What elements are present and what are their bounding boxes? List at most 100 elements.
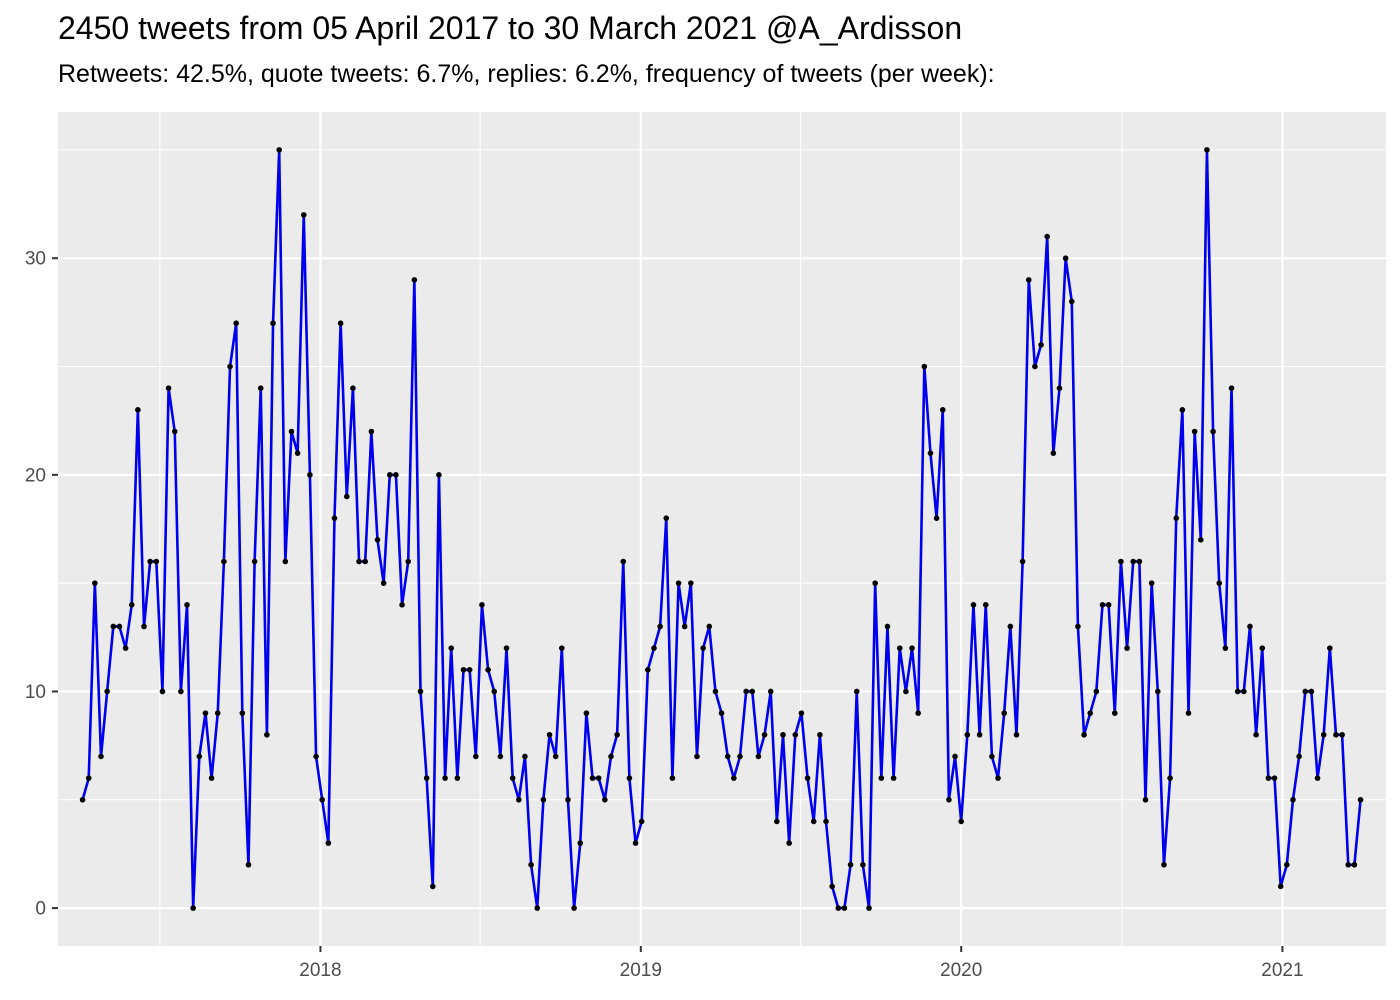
data-point	[577, 840, 584, 846]
data-point	[571, 905, 577, 911]
data-point	[804, 775, 811, 781]
data-point	[98, 753, 104, 760]
data-point	[368, 428, 375, 435]
data-point	[184, 602, 190, 608]
data-point	[1032, 363, 1038, 370]
data-point	[196, 753, 203, 760]
data-point	[460, 667, 467, 673]
data-point	[516, 796, 522, 803]
data-point	[423, 775, 430, 781]
data-point	[884, 623, 891, 630]
data-point	[995, 775, 1001, 781]
data-point	[1136, 558, 1143, 565]
data-point	[171, 428, 178, 435]
data-point	[110, 623, 117, 630]
data-point	[903, 688, 909, 695]
data-point	[958, 818, 964, 825]
data-point	[712, 688, 719, 695]
data-point	[294, 450, 301, 456]
data-point	[1038, 342, 1044, 348]
data-point	[1351, 861, 1358, 868]
data-point	[638, 818, 645, 825]
data-point	[380, 580, 387, 586]
data-point	[1179, 407, 1186, 413]
data-point	[1327, 645, 1333, 651]
data-point	[970, 602, 977, 608]
data-point	[724, 753, 731, 760]
data-point	[743, 688, 749, 695]
data-point	[282, 558, 289, 565]
data-point	[1308, 688, 1315, 695]
data-point	[1148, 580, 1155, 586]
data-point	[251, 558, 258, 565]
data-point	[436, 472, 442, 478]
data-point	[602, 796, 608, 803]
data-point	[915, 710, 921, 716]
y-tick-label: 20	[25, 465, 46, 486]
data-point	[208, 775, 215, 781]
data-point	[128, 602, 135, 608]
data-point	[1357, 796, 1364, 803]
data-point	[952, 753, 958, 760]
data-point	[1081, 731, 1087, 738]
data-point	[1222, 645, 1229, 651]
data-point	[1271, 775, 1278, 781]
data-point	[1007, 623, 1014, 630]
major-gridlines	[58, 112, 1386, 946]
data-point	[589, 775, 596, 781]
data-point	[1247, 623, 1253, 630]
data-point	[645, 667, 651, 673]
data-point	[1044, 233, 1050, 240]
data-point	[823, 818, 829, 825]
data-point	[264, 731, 270, 738]
data-point	[1056, 385, 1063, 391]
data-point	[1277, 883, 1284, 890]
data-point	[165, 385, 172, 391]
x-tick-label: 2021	[1261, 960, 1303, 981]
data-point	[706, 623, 713, 630]
data-point	[866, 905, 872, 911]
data-point	[927, 450, 934, 456]
data-point	[362, 558, 369, 565]
y-tick-label: 0	[35, 899, 46, 920]
data-point	[1099, 602, 1106, 608]
data-point	[755, 753, 762, 760]
data-point	[1068, 298, 1075, 305]
data-point	[245, 861, 252, 868]
data-point	[221, 558, 227, 565]
data-point	[565, 796, 571, 803]
data-point	[1185, 710, 1192, 716]
data-point	[534, 905, 541, 911]
data-point	[890, 775, 897, 781]
data-point	[688, 580, 694, 586]
data-point	[1234, 688, 1241, 695]
data-point	[614, 731, 620, 738]
data-point	[1167, 775, 1173, 781]
data-point	[104, 688, 110, 695]
data-point	[147, 558, 153, 565]
data-point	[92, 580, 98, 586]
data-point	[1290, 796, 1296, 803]
data-point	[393, 472, 399, 478]
data-point	[1118, 558, 1124, 565]
data-point	[798, 710, 805, 716]
data-point	[860, 861, 866, 868]
data-point	[792, 731, 799, 738]
data-point	[878, 775, 885, 781]
data-point	[319, 796, 325, 803]
data-point	[141, 623, 147, 630]
data-point	[1025, 277, 1032, 283]
data-point	[356, 558, 362, 565]
data-point	[681, 623, 688, 630]
data-point	[761, 731, 768, 738]
data-point	[853, 688, 860, 695]
data-point	[1302, 688, 1309, 695]
data-point	[479, 602, 485, 608]
data-point	[227, 363, 233, 370]
data-point	[718, 710, 725, 716]
data-point	[872, 580, 878, 586]
data-point	[503, 645, 510, 651]
data-point	[135, 407, 141, 413]
data-point	[982, 602, 989, 608]
